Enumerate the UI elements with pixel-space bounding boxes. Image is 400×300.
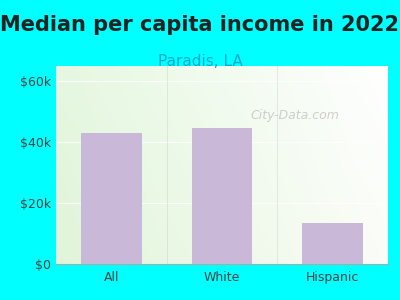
Bar — [81, 133, 142, 264]
Text: Median per capita income in 2022: Median per capita income in 2022 — [0, 15, 400, 35]
Bar — [192, 128, 252, 264]
Text: Paradis, LA: Paradis, LA — [158, 54, 242, 69]
Bar — [302, 223, 363, 264]
Text: City-Data.com: City-Data.com — [251, 109, 340, 122]
